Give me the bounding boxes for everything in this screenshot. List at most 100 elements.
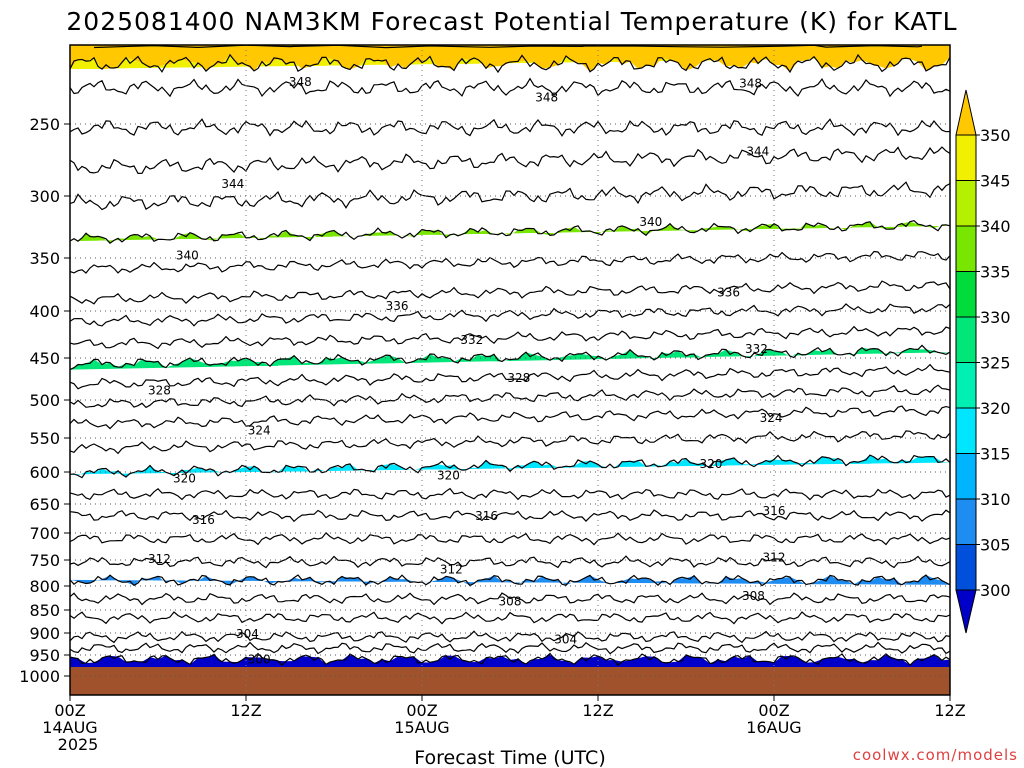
colorbar: 300 305 310 315 320 325 330 335 340 345 350 bbox=[955, 89, 1011, 634]
y-tick-label-400: 400 bbox=[29, 302, 60, 321]
colorbar-label-320: 320 bbox=[980, 399, 1011, 418]
contour-label-340: 340 bbox=[639, 215, 662, 229]
x-tick-label-36-1: 12Z bbox=[582, 701, 613, 720]
colorbar-label-340: 340 bbox=[980, 217, 1011, 236]
credit-text: coolwx.com/models bbox=[853, 746, 1018, 764]
contour-lines bbox=[69, 44, 951, 667]
contour-line-308 bbox=[69, 592, 951, 606]
contour-line-350 bbox=[69, 53, 951, 74]
contour-line-322 bbox=[69, 430, 951, 455]
x-tick-label-0-1: 00Z bbox=[54, 701, 85, 720]
contour-label-340: 340 bbox=[176, 249, 199, 263]
colorbar-bottom-arrow bbox=[955, 589, 977, 634]
contour-line-324 bbox=[69, 405, 951, 430]
contour-line-342 bbox=[69, 181, 951, 211]
contour-label-328: 328 bbox=[507, 371, 530, 385]
colorbar-swatch-320 bbox=[955, 362, 977, 409]
contour-labels: 348 348 348 344 344 340 340 336 336 332 332 328 328 3… bbox=[148, 75, 785, 666]
contour-line-300 bbox=[69, 652, 951, 667]
contour-line-340 bbox=[69, 220, 951, 244]
contour-line-318 bbox=[69, 487, 951, 501]
ground-strip bbox=[70, 667, 950, 695]
y-tick-label-500: 500 bbox=[29, 391, 60, 410]
y-tick-label-700: 700 bbox=[29, 524, 60, 543]
x-tick-label-48-1: 00Z bbox=[758, 701, 789, 720]
y-tick-label-250: 250 bbox=[29, 115, 60, 134]
colorbar-swatch-345 bbox=[955, 134, 977, 181]
contour-line-338 bbox=[69, 250, 951, 274]
colorbar-label-325: 325 bbox=[980, 354, 1011, 373]
contour-line-336 bbox=[69, 280, 951, 305]
colorbar-swatch-300 bbox=[955, 544, 977, 591]
y-tick-label-950: 950 bbox=[29, 646, 60, 665]
contour-line-334 bbox=[69, 303, 951, 327]
y-tick-label-600: 600 bbox=[29, 463, 60, 482]
x-tick-label-24-1: 00Z bbox=[406, 701, 437, 720]
colorbar-label-350: 350 bbox=[980, 126, 1011, 145]
x-tick-label-12-1: 12Z bbox=[230, 701, 261, 720]
colorbar-label-345: 345 bbox=[980, 172, 1011, 191]
contour-line-346 bbox=[69, 118, 951, 137]
contour-label-316: 316 bbox=[475, 509, 498, 523]
contour-label-344: 344 bbox=[221, 177, 244, 191]
colorbar-label-330: 330 bbox=[980, 308, 1011, 327]
contour-line-332 bbox=[69, 325, 951, 350]
contour-label-336: 336 bbox=[717, 286, 740, 300]
colorbar-swatch-340 bbox=[955, 180, 977, 227]
contour-line-306 bbox=[69, 611, 951, 625]
heatmap-band-350 bbox=[70, 45, 950, 72]
colorbar-top-arrow bbox=[955, 89, 977, 136]
colorbar-swatch-330 bbox=[955, 271, 977, 318]
contour-label-312: 312 bbox=[763, 550, 786, 564]
x-tick-label-60-1: 12Z bbox=[934, 701, 965, 720]
contour-line-344 bbox=[69, 146, 951, 175]
x-tick-label-0-2: 14AUG bbox=[42, 718, 97, 737]
contour-line-310 bbox=[69, 574, 951, 587]
contour-line-348 bbox=[69, 77, 951, 98]
contour-line-316 bbox=[69, 509, 951, 523]
contour-label-332: 332 bbox=[460, 333, 483, 347]
contour-label-300: 300 bbox=[248, 652, 271, 666]
x-tick-label-24-2: 15AUG bbox=[394, 718, 449, 737]
colorbar-swatch-335 bbox=[955, 225, 977, 272]
contour-label-304: 304 bbox=[554, 633, 577, 647]
contour-label-308: 308 bbox=[499, 595, 522, 609]
chart-title: 2025081400 NAM3KM Forecast Potential Tem… bbox=[66, 7, 957, 36]
contour-label-348: 348 bbox=[739, 77, 762, 91]
y-tick-label-750: 750 bbox=[29, 551, 60, 570]
colorbar-label-300: 300 bbox=[980, 581, 1011, 600]
contour-label-348: 348 bbox=[289, 75, 312, 89]
contour-label-324: 324 bbox=[248, 424, 271, 438]
colorbar-label-310: 310 bbox=[980, 490, 1011, 509]
contour-label-316: 316 bbox=[763, 504, 786, 518]
y-tick-label-450: 450 bbox=[29, 349, 60, 368]
contour-label-320: 320 bbox=[699, 457, 722, 471]
contour-line-352 bbox=[93, 44, 923, 49]
contour-label-308: 308 bbox=[742, 589, 765, 603]
y-tick-label-1000: 1000 bbox=[19, 667, 60, 686]
heatmap-band-335 bbox=[70, 221, 950, 244]
colorbar-swatch-325 bbox=[955, 316, 977, 363]
contour-label-320: 320 bbox=[173, 472, 196, 486]
contour-label-332: 332 bbox=[745, 342, 768, 356]
contour-label-312: 312 bbox=[440, 563, 463, 577]
y-tick-label-900: 900 bbox=[29, 624, 60, 643]
heatmap-band-315 bbox=[70, 455, 950, 477]
colorbar-swatch-315 bbox=[955, 407, 977, 454]
contour-line-314 bbox=[69, 532, 951, 546]
y-tick-label-300: 300 bbox=[29, 187, 60, 206]
contour-line-328 bbox=[69, 363, 951, 390]
contour-line-312 bbox=[69, 555, 951, 569]
contour-label-304: 304 bbox=[236, 627, 259, 641]
colorbar-label-315: 315 bbox=[980, 445, 1011, 464]
x-tick-label-0-3: 2025 bbox=[58, 735, 99, 754]
y-axis: 250 300 350 400 450 500 550 600 650 700 750 800 850 9… bbox=[19, 115, 70, 686]
colorbar-swatch-310 bbox=[955, 453, 977, 500]
y-tick-label-550: 550 bbox=[29, 429, 60, 448]
y-tick-label-850: 850 bbox=[29, 601, 60, 620]
contour-label-312: 312 bbox=[148, 552, 171, 566]
x-tick-label-48-2: 16AUG bbox=[746, 718, 801, 737]
heatmap-band-305 bbox=[70, 575, 950, 586]
